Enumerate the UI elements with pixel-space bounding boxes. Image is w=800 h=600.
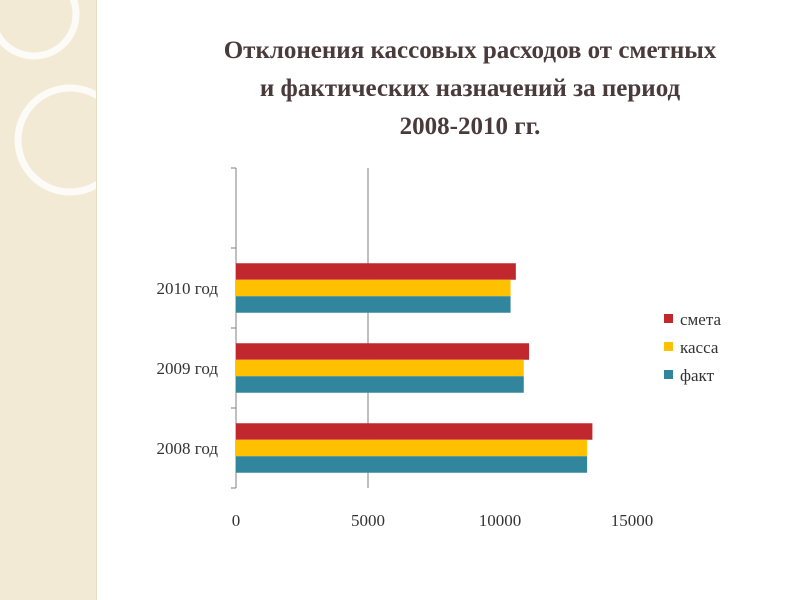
bar-факт-2008-год <box>236 456 588 473</box>
legend-swatch-факт <box>664 370 673 379</box>
category-labels: 2008 год 2009 год 2010 год <box>157 279 219 458</box>
x-tick-label: 10000 <box>479 511 522 530</box>
legend-swatch-касса <box>664 342 673 351</box>
category-label: 2008 год <box>157 439 219 458</box>
x-tick-label: 15000 <box>611 511 654 530</box>
chart-bars <box>236 263 593 473</box>
decorative-rings-icon <box>0 0 96 196</box>
legend-label-смета: смета <box>680 310 721 329</box>
legend-label-касса: касса <box>680 338 719 357</box>
x-tick-labels: 0 5000 10000 15000 <box>232 511 654 530</box>
legend-label-факт: факт <box>680 366 715 385</box>
bar-смета-2008-год <box>236 423 593 440</box>
x-tick-label: 5000 <box>351 511 385 530</box>
chart-legend: смета касса факт <box>664 310 721 385</box>
category-label: 2009 год <box>157 359 219 378</box>
bar-смета-2010-год <box>236 263 516 280</box>
bar-касса-2009-год <box>236 359 524 377</box>
bar-факт-2010-год <box>236 296 511 313</box>
bar-касса-2008-год <box>236 439 588 457</box>
category-label: 2010 год <box>157 279 219 298</box>
legend-swatch-смета <box>664 314 673 323</box>
bar-смета-2009-год <box>236 343 530 360</box>
x-tick-label: 0 <box>232 511 241 530</box>
bar-факт-2009-год <box>236 376 524 393</box>
slide-title: Отклонения кассовых расходов от сметных … <box>223 37 717 140</box>
chart-axes <box>231 167 237 489</box>
bar-касса-2010-год <box>236 279 511 297</box>
decorative-side-strip <box>0 0 97 600</box>
